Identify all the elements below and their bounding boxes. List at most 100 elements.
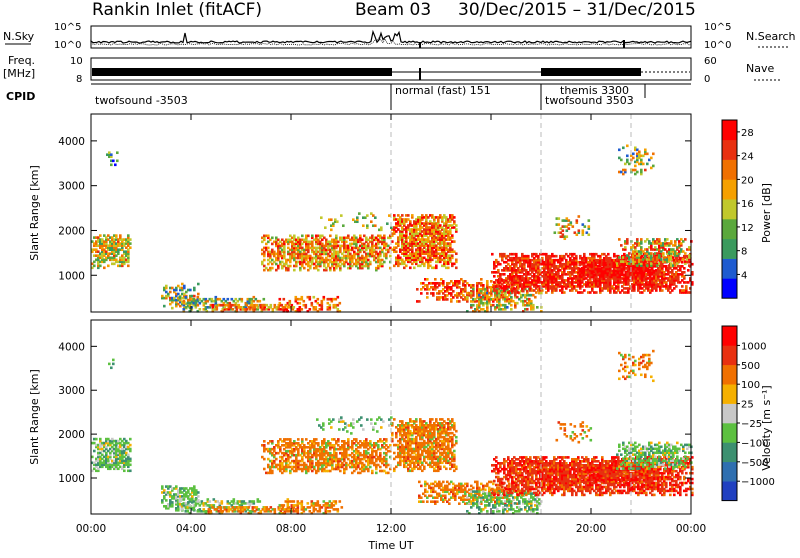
freq-label: Freq. [8,54,35,67]
range-cell [486,280,489,283]
range-cell [189,289,192,292]
range-cell [197,495,200,498]
colorbar-swatch [722,120,737,140]
range-cell [658,254,661,257]
range-cell [480,278,483,281]
range-cell [299,302,302,305]
range-cell [163,305,166,308]
range-cell [330,229,333,232]
range-cell [409,267,412,270]
range-cell [558,217,561,220]
range-cell [638,151,641,154]
range-cell [688,246,691,249]
range-cell [455,252,458,255]
range-cell [241,298,244,301]
range-cell [307,235,310,238]
range-cell [661,289,664,292]
range-cell [293,235,296,238]
range-cell [563,291,566,294]
range-cell [165,499,168,502]
nsearch-tick-bottom: 10^0 [704,40,731,51]
range-cell [409,220,412,223]
range-cell [227,298,230,301]
colorbar-tick-label: 24 [741,152,754,163]
range-cell [259,300,262,303]
range-cell [99,438,102,441]
range-cell [263,458,266,461]
range-cell [263,259,266,262]
range-cell [129,242,132,245]
range-cell [93,450,96,453]
range-cell [572,225,575,228]
range-cell [329,235,332,238]
range-cell [451,234,454,237]
colorbar-swatch [722,179,737,199]
range-cell [129,246,132,249]
range-cell [688,254,691,257]
range-cell [620,159,623,162]
range-cell [199,308,202,311]
range-cell [259,500,262,503]
range-cell [233,498,236,501]
range-cell [652,153,655,156]
range-cell [452,290,455,293]
range-cell [401,214,404,217]
range-cell [317,269,320,272]
range-cell [650,157,653,160]
range-cell [301,438,304,441]
nsky-panel: N.Sky 10^5 10^0 10^5 10^0 N.Search [3,22,796,51]
range-cell [313,296,316,299]
nsearch-tick-top: 10^5 [704,22,731,33]
range-cell [628,163,631,166]
range-cell [426,278,429,281]
range-cell [426,292,429,295]
range-cell [193,485,196,488]
range-cell [497,269,500,272]
range-cell [347,235,350,238]
colorbar-swatch [722,160,737,180]
range-cell [582,229,585,232]
y-tick-label: 3000 [58,181,85,193]
range-cell [374,224,377,227]
range-cell [374,216,377,219]
range-cell [503,273,506,276]
range-cell [283,298,286,301]
range-cell [263,444,266,447]
range-cell [193,287,196,290]
range-cell [622,147,625,150]
range-cell [129,470,132,473]
range-cell [181,508,184,511]
range-cell [171,501,174,504]
range-cell [93,265,96,268]
range-cell [453,216,456,219]
range-cell [515,253,518,256]
range-cell [446,298,449,301]
range-cell [129,438,132,441]
range-cell [588,219,591,222]
range-cell [270,304,273,307]
range-cell [161,485,164,488]
range-cell [583,253,586,256]
range-cell [455,259,458,262]
range-cell [646,264,649,267]
range-cell [650,252,653,255]
range-cell [432,292,435,295]
range-cell [380,226,383,229]
cpid-seg-3: twofsound 3503 [545,94,634,107]
range-cell [435,265,438,268]
range-cell [472,284,475,287]
y-tick-label: 2000 [58,225,85,237]
freq-unit-label: [MHz] [3,67,35,80]
range-cell [644,149,647,152]
range-cell [653,276,656,279]
freq-tick-bottom: 8 [76,74,82,85]
range-cell [271,267,274,270]
range-cell [640,159,643,162]
range-cell [116,151,119,154]
range-cell [221,500,224,503]
range-cell [303,267,306,270]
range-cell [632,153,635,156]
range-cell [271,440,274,443]
range-cell [127,234,130,237]
